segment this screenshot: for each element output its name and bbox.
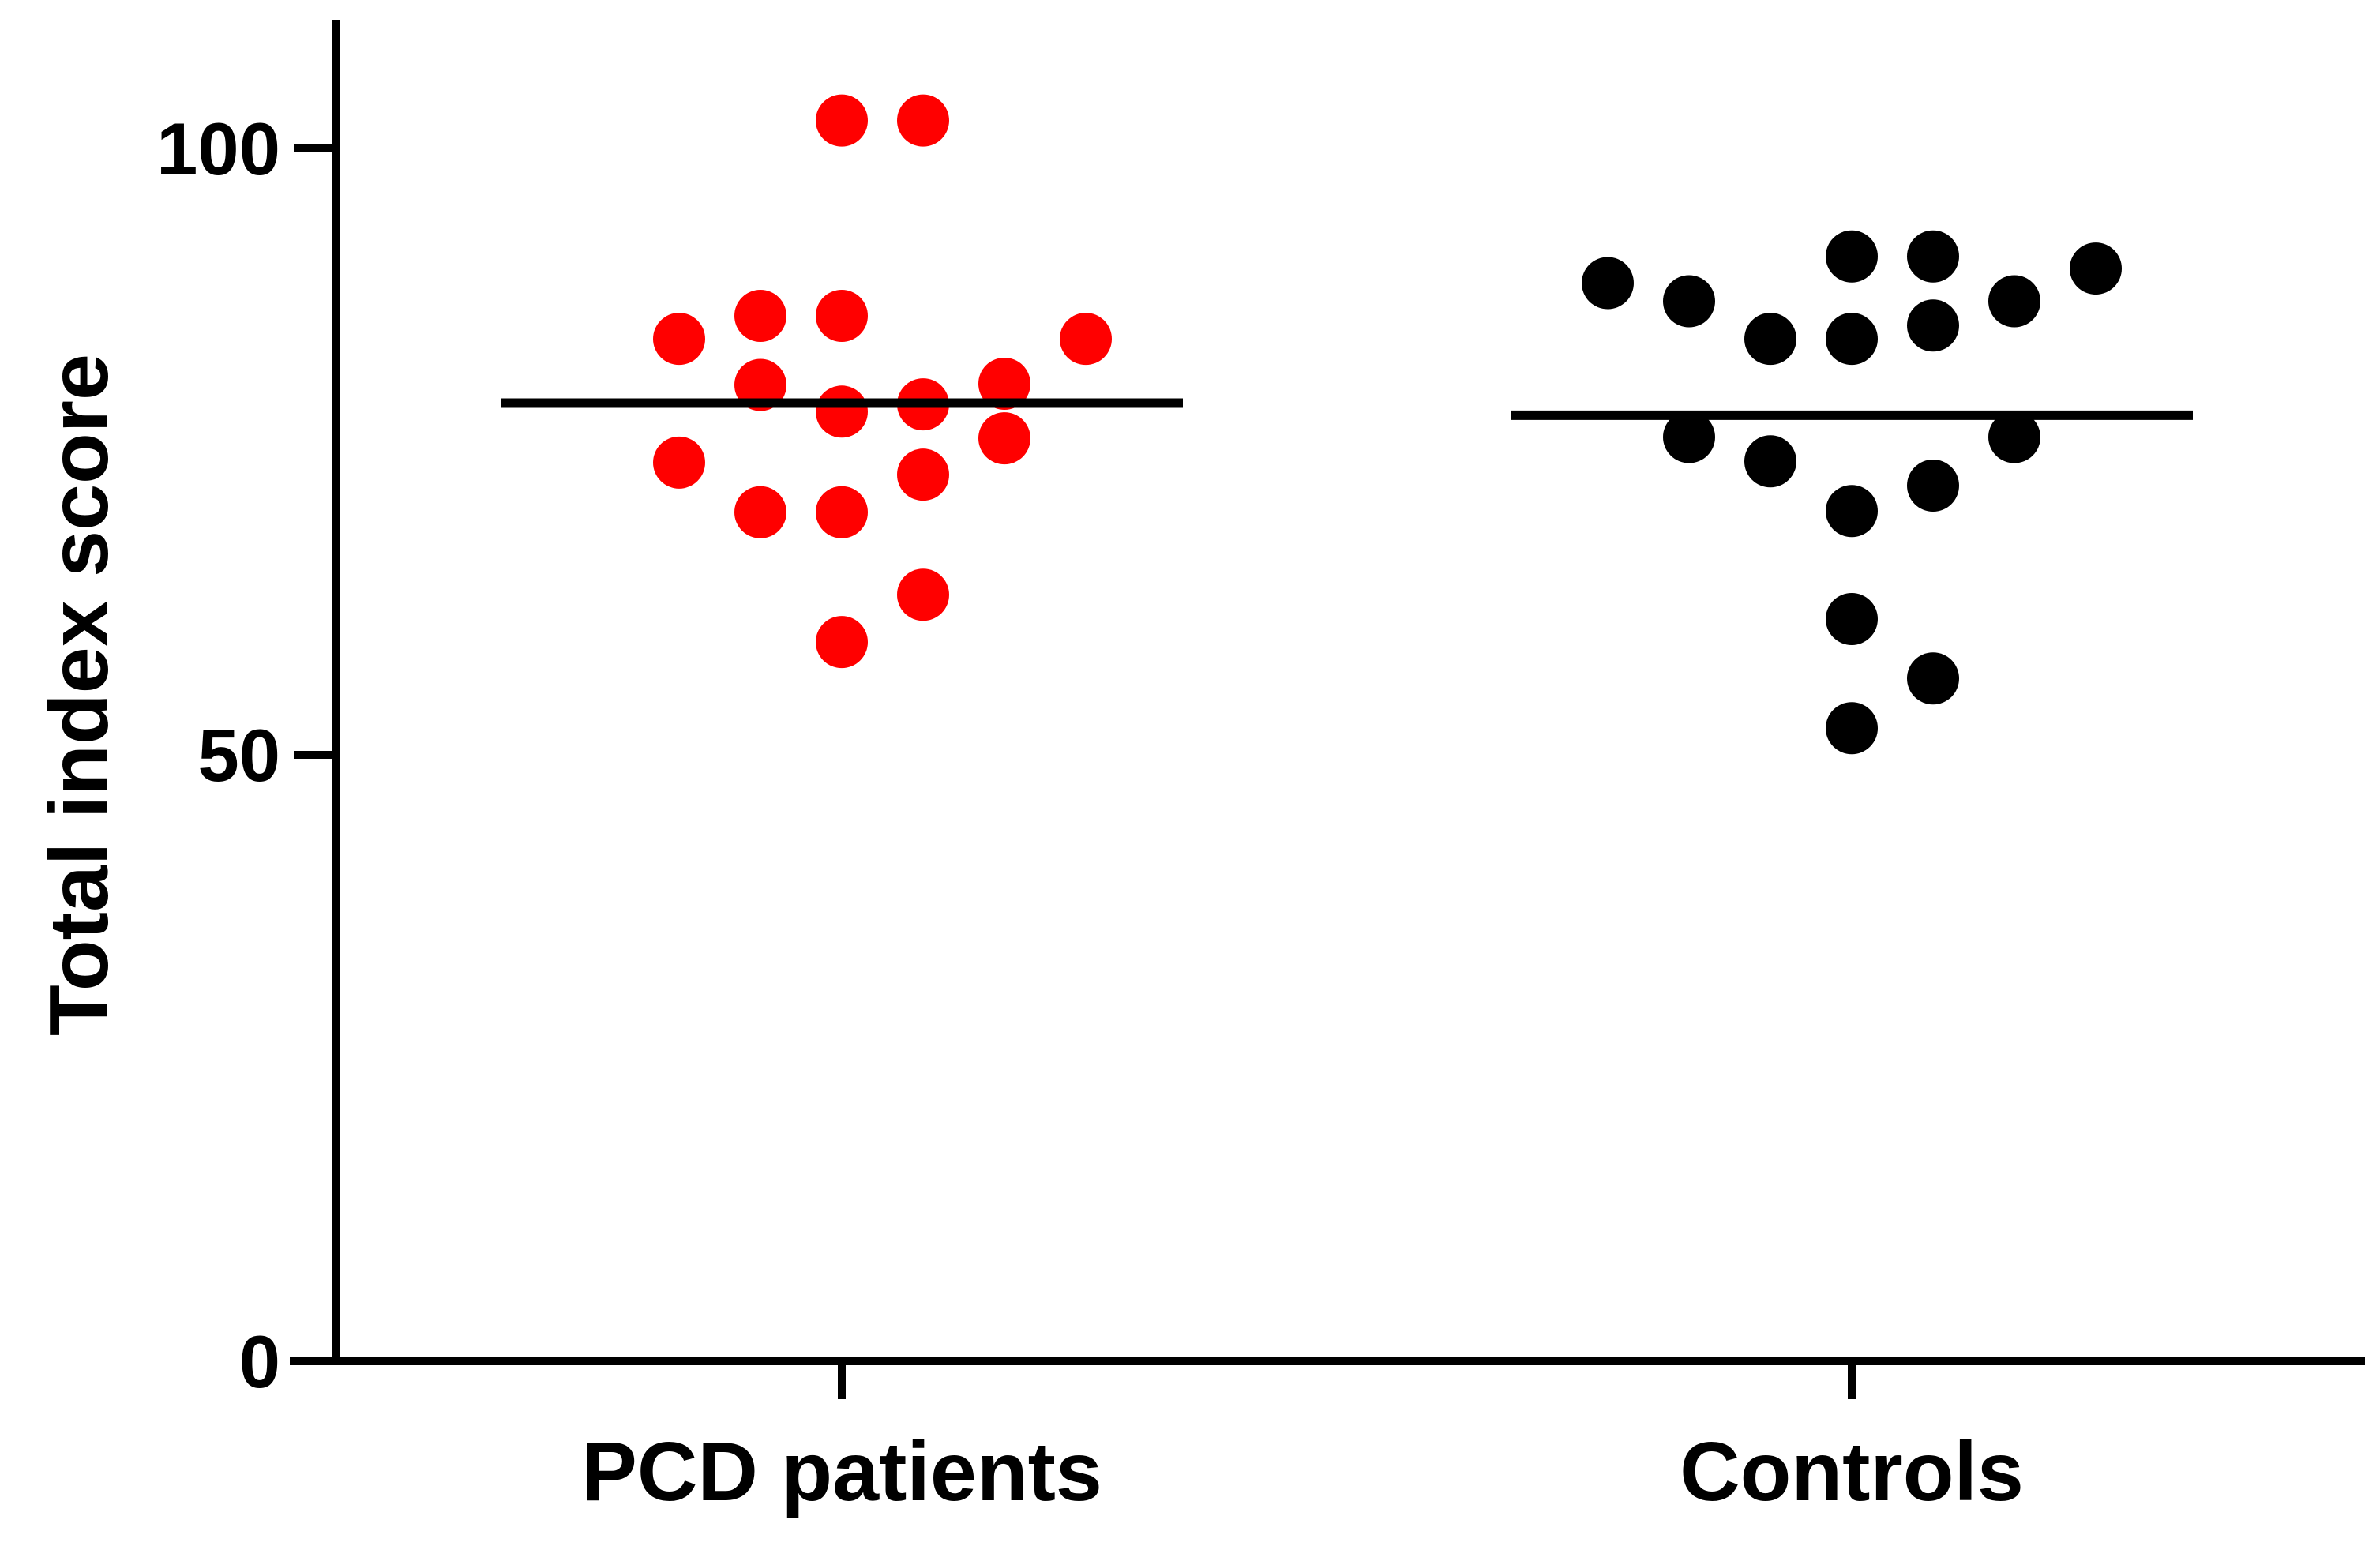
data-point (978, 357, 1030, 410)
data-point (1907, 299, 1959, 352)
x-ticks: PCD patients Controls (581, 1361, 2024, 1518)
y-tick-label: 0 (239, 1320, 280, 1403)
data-point (816, 289, 868, 342)
data-point (1907, 230, 1959, 283)
data-point (816, 486, 868, 538)
y-ticks: 0 50 100 (156, 107, 336, 1403)
data-point (1582, 257, 1634, 310)
data-point (816, 616, 868, 669)
data-point (1907, 652, 1959, 705)
data-point (734, 486, 786, 538)
y-axis-title: Total index score (32, 354, 126, 1036)
data-point (897, 448, 949, 501)
data-point (1988, 411, 2040, 463)
data-point (897, 568, 949, 621)
data-point (816, 94, 868, 147)
data-point (653, 436, 705, 489)
data-point (1826, 230, 1878, 283)
x-category-label: Controls (1680, 1425, 2024, 1518)
data-point (1826, 485, 1878, 538)
data-point (897, 94, 949, 147)
data-point (2070, 242, 2122, 295)
data-point (734, 358, 786, 411)
data-points (653, 94, 2122, 755)
data-point (653, 313, 705, 366)
data-point (1744, 435, 1796, 488)
data-point (1826, 592, 1878, 645)
y-tick-label: 100 (156, 107, 280, 190)
data-point (1663, 411, 1715, 463)
x-category-label: PCD patients (581, 1425, 1102, 1518)
data-point (1744, 313, 1796, 366)
data-point (1826, 313, 1878, 366)
data-point (1988, 275, 2040, 328)
data-point (1663, 275, 1715, 328)
data-point (816, 385, 868, 438)
mean-lines (501, 398, 2193, 420)
data-point (1060, 313, 1112, 366)
data-point (1907, 460, 1959, 512)
y-tick-label: 50 (197, 714, 280, 797)
data-point (1826, 702, 1878, 755)
data-point (978, 412, 1030, 465)
data-point (734, 289, 786, 342)
